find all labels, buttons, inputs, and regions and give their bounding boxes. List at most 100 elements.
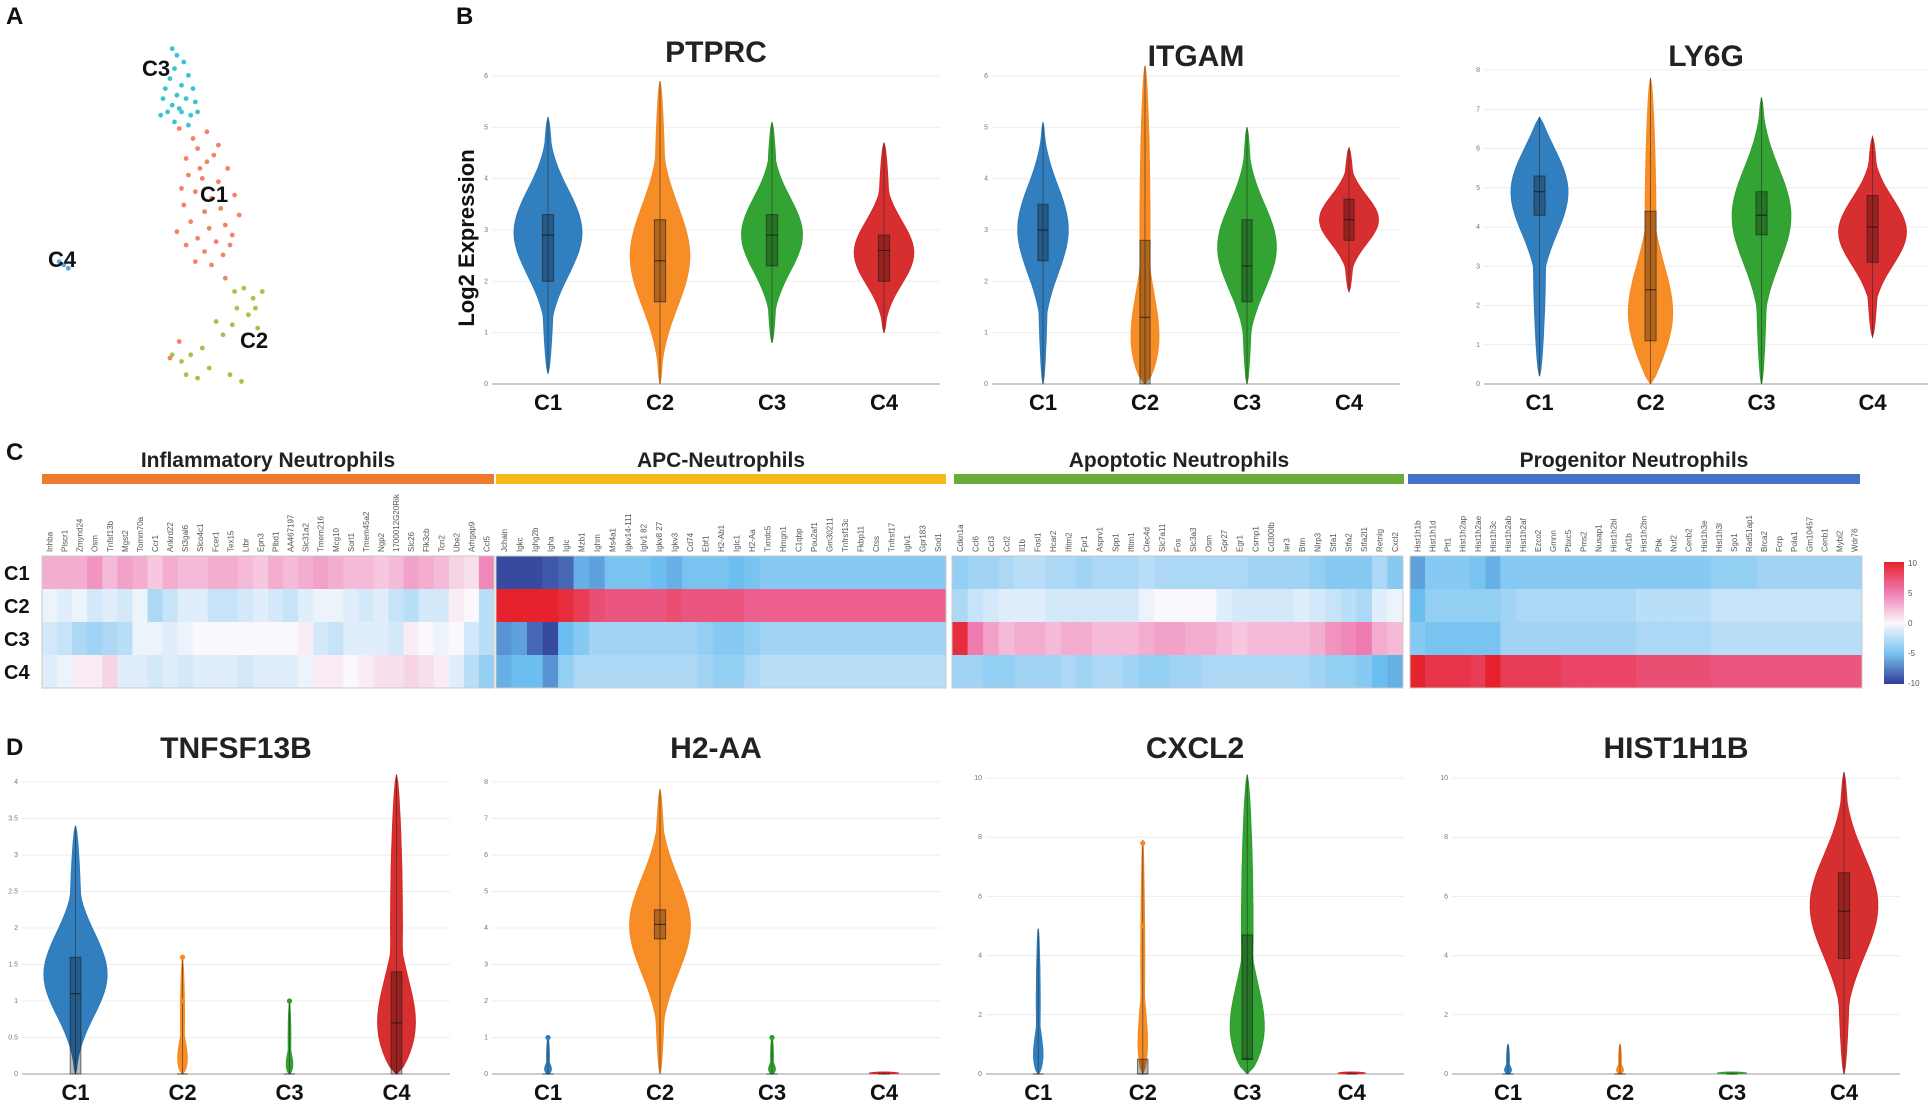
heatmap-cell bbox=[1440, 589, 1456, 622]
heatmap-cell bbox=[373, 589, 389, 622]
heatmap-cell bbox=[1696, 556, 1712, 589]
gene-label: Nusap1 bbox=[1594, 524, 1603, 552]
gene-label: Igkv3 bbox=[670, 532, 679, 552]
heatmap-cell bbox=[589, 622, 605, 655]
umap-label-c4: C4 bbox=[48, 247, 77, 272]
violin-panel-d: 0 0.5 1 1.5 2 2.5 3 3.5 4 TNFSF13B C1 C2 C3 C4 0 1 2 3 4 5 6… bbox=[8, 732, 1900, 1105]
gene-label: Fcrp bbox=[1775, 535, 1784, 552]
heatmap-cell bbox=[821, 622, 838, 655]
heatmap-cell bbox=[1455, 622, 1471, 655]
y-tick-label: 2 bbox=[484, 278, 488, 285]
umap-point-c1 bbox=[204, 129, 210, 135]
heatmap-cell bbox=[1216, 556, 1233, 589]
gene-label: Egr1 bbox=[1236, 535, 1245, 552]
violin-outlier bbox=[769, 1034, 775, 1041]
heatmap-cell bbox=[1756, 556, 1772, 589]
violin-c2 bbox=[177, 954, 188, 1075]
heatmap-cell bbox=[177, 589, 194, 622]
umap-point-c1 bbox=[179, 186, 184, 191]
heatmap-cell bbox=[651, 556, 668, 589]
heatmap-cell bbox=[132, 655, 148, 688]
umap-point-c1 bbox=[192, 259, 198, 264]
heatmap-cell bbox=[252, 589, 269, 622]
gene-label: Arhgap9 bbox=[467, 521, 476, 552]
heatmap-cell bbox=[1216, 655, 1233, 688]
heatmap-cell bbox=[1620, 655, 1637, 688]
gene-label: Hist1h2bl bbox=[1609, 518, 1618, 552]
heatmap-cell bbox=[1154, 589, 1171, 622]
umap-point-c1 bbox=[202, 209, 208, 215]
heatmap-cell bbox=[759, 655, 776, 688]
heatmap-cell bbox=[283, 589, 299, 622]
heatmap-cell bbox=[1831, 655, 1848, 688]
heatmap-cell bbox=[744, 622, 761, 655]
heatmap-cell bbox=[1786, 622, 1803, 655]
violin-box bbox=[1139, 239, 1151, 385]
umap-point-c1 bbox=[216, 179, 221, 185]
heatmap-cell bbox=[1711, 622, 1727, 655]
heatmap-cell bbox=[620, 655, 636, 688]
gene-label: Tcn2 bbox=[437, 535, 446, 552]
y-tick-label: 6 bbox=[978, 893, 982, 900]
heatmap-cell bbox=[1123, 556, 1140, 589]
violin-c4 bbox=[1318, 146, 1380, 294]
heatmap-cell bbox=[1425, 622, 1441, 655]
heatmap-cell bbox=[1169, 655, 1186, 688]
gene-label: Ptt1 bbox=[1444, 537, 1453, 552]
heatmap-cell bbox=[268, 589, 284, 622]
heatmap-cell bbox=[868, 556, 885, 589]
violin-c2 bbox=[1130, 65, 1160, 385]
x-tick-label-c3: C3 bbox=[1233, 1080, 1261, 1105]
heatmap-cell bbox=[1309, 622, 1326, 655]
heatmap-cell bbox=[744, 589, 761, 622]
umap-point-c2 bbox=[259, 289, 265, 294]
gene-label: Pms2 bbox=[1579, 531, 1588, 552]
x-tick-label-c3: C3 bbox=[1233, 390, 1261, 415]
heatmap-cell bbox=[1545, 589, 1562, 622]
heatmap-cell bbox=[589, 655, 605, 688]
panel-letter-a: A bbox=[6, 3, 23, 30]
heatmap-cell bbox=[448, 589, 465, 622]
heatmap-cell bbox=[1681, 622, 1697, 655]
heatmap-cell bbox=[952, 622, 968, 655]
umap-point-c3 bbox=[186, 72, 191, 78]
heatmap-cell bbox=[697, 589, 714, 622]
gene-label: Hcar2 bbox=[1049, 530, 1058, 552]
heatmap-cell bbox=[1500, 589, 1516, 622]
heatmap-cell bbox=[1485, 655, 1501, 688]
heatmap-cell bbox=[1014, 655, 1031, 688]
heatmap-cell bbox=[147, 556, 163, 589]
y-tick-label: 4 bbox=[978, 953, 982, 960]
gene-label: Pou2af1 bbox=[810, 522, 819, 552]
heatmap-cell bbox=[1801, 589, 1818, 622]
x-tick-label-c3: C3 bbox=[275, 1080, 303, 1105]
heatmap-cell bbox=[1425, 655, 1441, 688]
heatmap-block-border bbox=[495, 555, 947, 689]
heatmap-cell bbox=[1356, 589, 1373, 622]
heatmap-cell bbox=[1278, 655, 1295, 688]
heatmap-cell bbox=[478, 556, 495, 589]
heatmap-cell bbox=[463, 655, 480, 688]
heatmap-cell bbox=[1356, 556, 1373, 589]
heatmap-cell bbox=[87, 622, 103, 655]
heatmap-cell bbox=[542, 622, 559, 655]
heatmap-cell bbox=[952, 589, 968, 622]
umap-point-c2 bbox=[246, 312, 251, 318]
heatmap-cell bbox=[1309, 589, 1326, 622]
heatmap-cell bbox=[433, 589, 450, 622]
heatmap-cell bbox=[915, 622, 931, 655]
heatmap-cell bbox=[1154, 622, 1171, 655]
heatmap-cell bbox=[1560, 655, 1577, 688]
heatmap-cell bbox=[177, 622, 194, 655]
gene-label: Tnfrsf17 bbox=[888, 522, 897, 552]
y-tick-label: 8 bbox=[1476, 67, 1480, 74]
umap-panel: C1 C2 C3 C4 bbox=[48, 46, 268, 384]
umap-point-c3 bbox=[158, 112, 164, 118]
heatmap-cell bbox=[328, 589, 344, 622]
x-tick-label-c1: C1 bbox=[534, 1080, 562, 1105]
umap-point-c1 bbox=[176, 339, 182, 344]
violin-outlier bbox=[545, 1034, 551, 1041]
violin-box bbox=[765, 214, 779, 267]
umap-point-c1 bbox=[225, 166, 231, 171]
heatmap-cell bbox=[1356, 622, 1373, 655]
